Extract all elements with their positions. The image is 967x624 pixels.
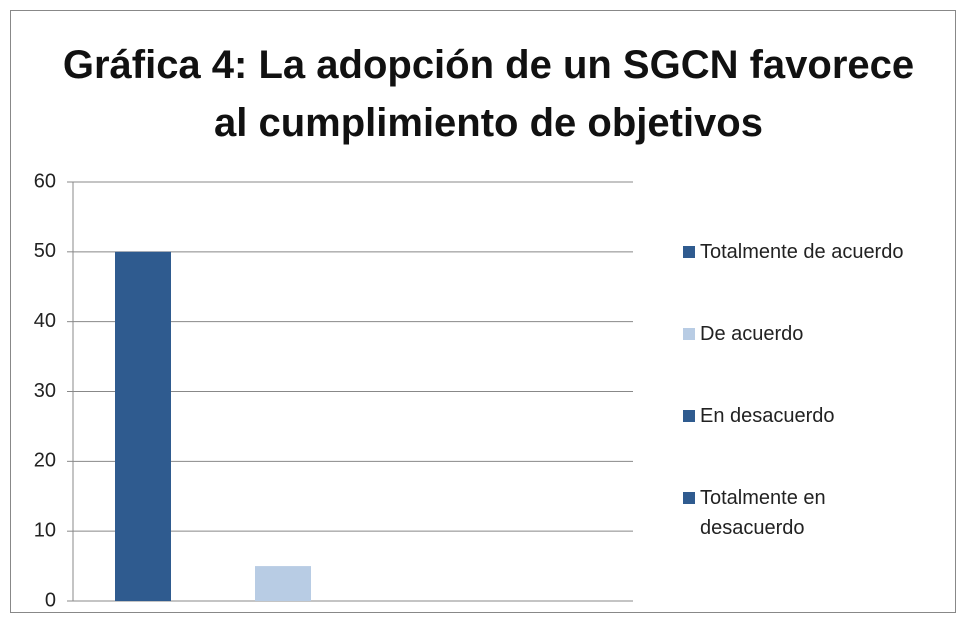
legend-swatch (683, 328, 695, 340)
y-tick-label: 50 (34, 240, 56, 262)
y-tick-label: 0 (45, 589, 56, 611)
legend-label: Totalmente en desacuerdo (700, 487, 826, 539)
legend-item: En desacuerdo (683, 401, 920, 431)
y-tick-label: 10 (34, 519, 56, 541)
legend-item: De acuerdo (683, 319, 920, 349)
legend-swatch (683, 410, 695, 422)
bar (115, 251, 171, 602)
legend-label: De acuerdo (700, 323, 804, 345)
chart-title: Gráfica 4: La adopción de un SGCN favore… (62, 43, 915, 145)
legend-item: Totalmente de acuerdo (683, 237, 920, 267)
legend-label: En desacuerdo (700, 405, 835, 427)
legend-item: Totalmente en desacuerdo (683, 483, 920, 543)
y-tick-label: 20 (34, 450, 56, 472)
bar (255, 566, 311, 601)
legend-swatch (683, 492, 695, 504)
y-tick-label: 40 (34, 310, 56, 332)
legend-label: Totalmente de acuerdo (700, 241, 904, 263)
y-tick-label: 30 (34, 380, 56, 402)
legend-swatch (683, 246, 695, 258)
y-tick-label: 60 (34, 170, 56, 192)
